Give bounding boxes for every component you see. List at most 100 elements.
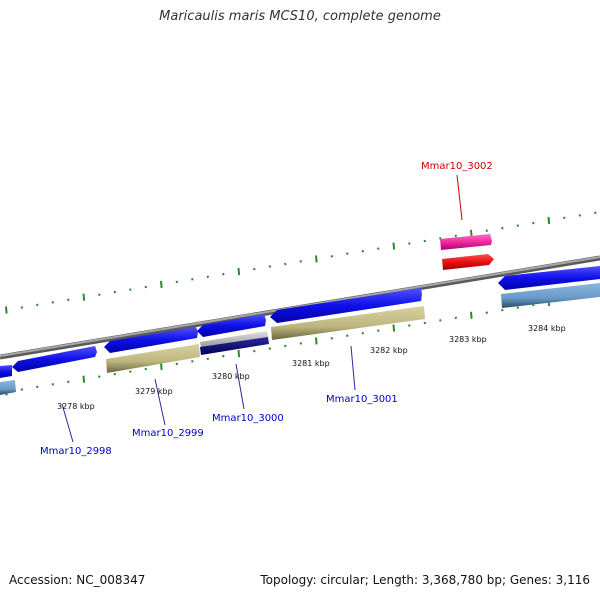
minor-tick xyxy=(454,316,458,320)
major-tick xyxy=(470,311,473,319)
minor-tick xyxy=(346,252,349,255)
minor-tick xyxy=(516,306,520,309)
scale-label: 3280 kbp xyxy=(212,372,250,381)
scale-label: 3283 kbp xyxy=(449,335,487,344)
gene-label-mmar10-2998[interactable]: Mmar10_2998 xyxy=(40,446,112,457)
cds-feature[interactable] xyxy=(104,327,198,353)
major-tick xyxy=(160,362,163,370)
gene-feature-row xyxy=(0,283,600,395)
accession-text: Accession: NC_008347 xyxy=(9,573,146,587)
label-leaders xyxy=(61,174,463,443)
minor-tick xyxy=(501,308,504,312)
rna-feature[interactable] xyxy=(271,306,425,340)
gene-label-mmar10-3002[interactable]: Mmar10_3002 xyxy=(421,161,493,172)
minor-tick xyxy=(191,278,194,281)
minor-tick xyxy=(191,360,194,363)
cds-feature[interactable] xyxy=(12,346,97,372)
scale-labels: 3278 kbp 3279 kbp 3280 kbp 3281 kbp 3282… xyxy=(57,324,566,411)
minor-tick xyxy=(113,290,117,294)
minor-tick xyxy=(299,260,303,263)
minor-tick xyxy=(36,303,39,307)
scale-label: 3278 kbp xyxy=(57,402,95,411)
major-tick xyxy=(470,229,473,237)
minor-tick xyxy=(346,334,349,337)
minor-tick xyxy=(113,372,117,376)
minor-tick xyxy=(423,321,427,325)
cds-feature[interactable] xyxy=(0,365,12,378)
major-tick xyxy=(237,268,241,276)
scale-label: 3281 kbp xyxy=(292,359,330,368)
minor-tick xyxy=(144,367,148,371)
minor-tick xyxy=(330,337,334,340)
gene-mmar10-3002-pink[interactable] xyxy=(440,234,492,250)
minor-tick xyxy=(175,362,179,366)
gene-feature[interactable] xyxy=(501,283,600,308)
minor-tick xyxy=(361,331,365,335)
minor-tick xyxy=(206,357,210,361)
minor-tick xyxy=(377,247,380,250)
gene-labels: Mmar10_3002 Mmar10_2998 Mmar10_2999 Mmar… xyxy=(40,161,493,457)
gene-feature[interactable] xyxy=(200,337,269,355)
cds-feature-row xyxy=(0,266,600,378)
minor-tick xyxy=(253,267,256,271)
minor-tick xyxy=(299,342,303,345)
major-tick xyxy=(5,306,8,314)
minor-tick xyxy=(268,347,272,350)
cds-feature[interactable] xyxy=(498,266,600,290)
map-title: Maricaulis maris MCS10, complete genome xyxy=(159,9,441,24)
minor-tick xyxy=(36,385,39,389)
minor-tick xyxy=(98,293,101,296)
minor-tick xyxy=(20,306,24,309)
major-tick xyxy=(82,375,86,383)
major-tick xyxy=(547,216,551,225)
outer-tick-track xyxy=(5,211,597,314)
minor-tick xyxy=(578,214,582,217)
minor-tick xyxy=(408,324,411,327)
minor-tick xyxy=(284,262,287,266)
scale-label: 3279 kbp xyxy=(135,387,173,396)
minor-tick xyxy=(253,349,256,353)
minor-tick xyxy=(532,221,535,225)
minor-tick xyxy=(423,239,427,243)
scale-label: 3284 kbp xyxy=(528,324,566,333)
genome-summary-text: Topology: circular; Length: 3,368,780 bp… xyxy=(260,573,590,587)
minor-tick xyxy=(485,311,489,314)
major-tick xyxy=(237,350,241,358)
minor-tick xyxy=(361,249,365,253)
minor-tick xyxy=(408,242,411,245)
minor-tick xyxy=(20,388,24,391)
minor-tick xyxy=(563,216,566,220)
gene-label-mmar10-3001[interactable]: Mmar10_3001 xyxy=(326,394,398,405)
minor-tick xyxy=(594,211,597,215)
cds-feature[interactable] xyxy=(270,288,422,323)
minor-tick xyxy=(454,234,458,238)
minor-tick xyxy=(129,288,132,291)
gene-feature[interactable] xyxy=(200,331,268,347)
gene-mmar10-3002-red[interactable] xyxy=(442,254,494,270)
minor-tick xyxy=(67,298,70,302)
minor-tick xyxy=(268,265,272,268)
minor-tick xyxy=(206,275,210,279)
minor-tick xyxy=(377,329,380,332)
minor-tick xyxy=(51,301,55,304)
minor-tick xyxy=(284,344,287,348)
major-tick xyxy=(392,324,396,332)
gene-label-mmar10-3000[interactable]: Mmar10_3000 xyxy=(212,413,284,424)
major-tick xyxy=(82,293,86,301)
gene-label-mmar10-2999[interactable]: Mmar10_2999 xyxy=(132,428,204,439)
minor-tick xyxy=(67,380,70,384)
major-tick xyxy=(392,242,396,250)
minor-tick xyxy=(222,354,225,358)
minor-tick xyxy=(439,319,442,322)
minor-tick xyxy=(175,280,179,284)
gene-feature[interactable] xyxy=(0,380,16,395)
scale-label: 3282 kbp xyxy=(370,346,408,355)
cds-feature[interactable] xyxy=(197,314,266,337)
major-tick xyxy=(315,255,318,263)
rna-feature[interactable] xyxy=(106,344,200,373)
minor-tick xyxy=(501,226,504,230)
minor-tick xyxy=(51,383,55,386)
minor-tick xyxy=(330,255,334,258)
minor-tick xyxy=(98,375,101,378)
